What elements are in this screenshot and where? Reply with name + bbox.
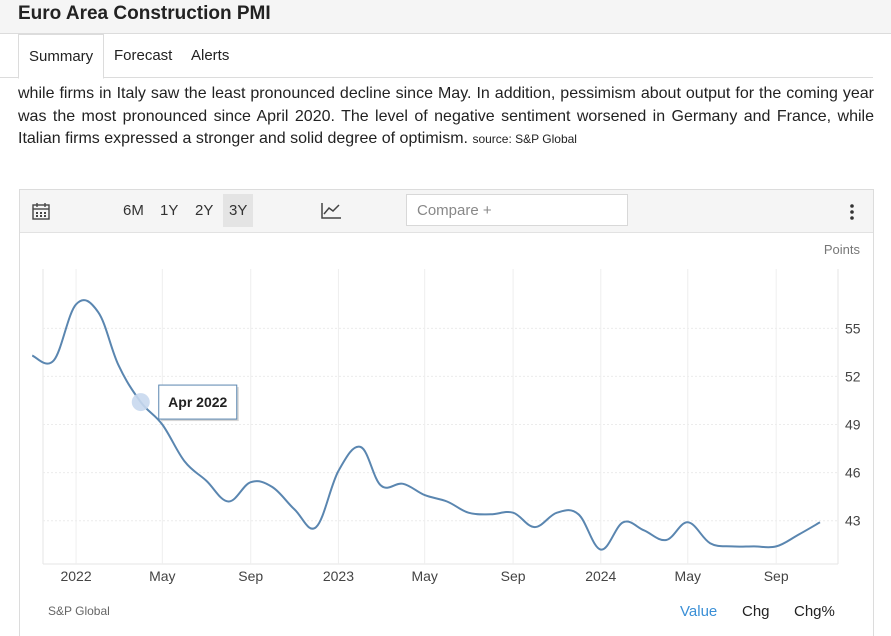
- range-1y-button[interactable]: 1Y: [160, 202, 179, 219]
- mode-chgpct-button[interactable]: Chg%: [794, 603, 835, 620]
- chart-source: S&P Global: [48, 604, 110, 618]
- range-6m-button[interactable]: 6M: [123, 202, 144, 219]
- tab-bar: Summary Forecast Alerts: [18, 34, 891, 79]
- tab-alerts[interactable]: Alerts: [191, 47, 230, 64]
- description-text: while firms in Italy saw the least prono…: [18, 85, 874, 147]
- range-3y-button[interactable]: 3Y: [223, 194, 254, 227]
- tab-summary[interactable]: Summary: [18, 34, 105, 79]
- tabs-divider: [0, 77, 873, 78]
- mode-chg-button[interactable]: Chg: [742, 603, 770, 620]
- tab-forecast[interactable]: Forecast: [114, 47, 173, 64]
- mode-value-button[interactable]: Value: [680, 603, 718, 620]
- line-chart-icon[interactable]: [320, 201, 342, 221]
- title-bar: Euro Area Construction PMI: [0, 0, 891, 34]
- calendar-icon[interactable]: [32, 202, 50, 220]
- description: while firms in Italy saw the least prono…: [18, 83, 874, 151]
- description-source: source: S&P Global: [472, 132, 577, 146]
- y-axis-unit: Points: [823, 242, 860, 257]
- chart-toolbar: 6M 1Y 2Y 3Y Compare +: [20, 190, 873, 233]
- range-2y-button[interactable]: 2Y: [195, 202, 214, 219]
- more-vertical-icon[interactable]: [846, 203, 858, 221]
- chart-panel: 6M 1Y 2Y 3Y Compare + Points: [19, 189, 874, 636]
- page-title: Euro Area Construction PMI: [18, 3, 271, 24]
- compare-input[interactable]: Compare +: [406, 194, 628, 226]
